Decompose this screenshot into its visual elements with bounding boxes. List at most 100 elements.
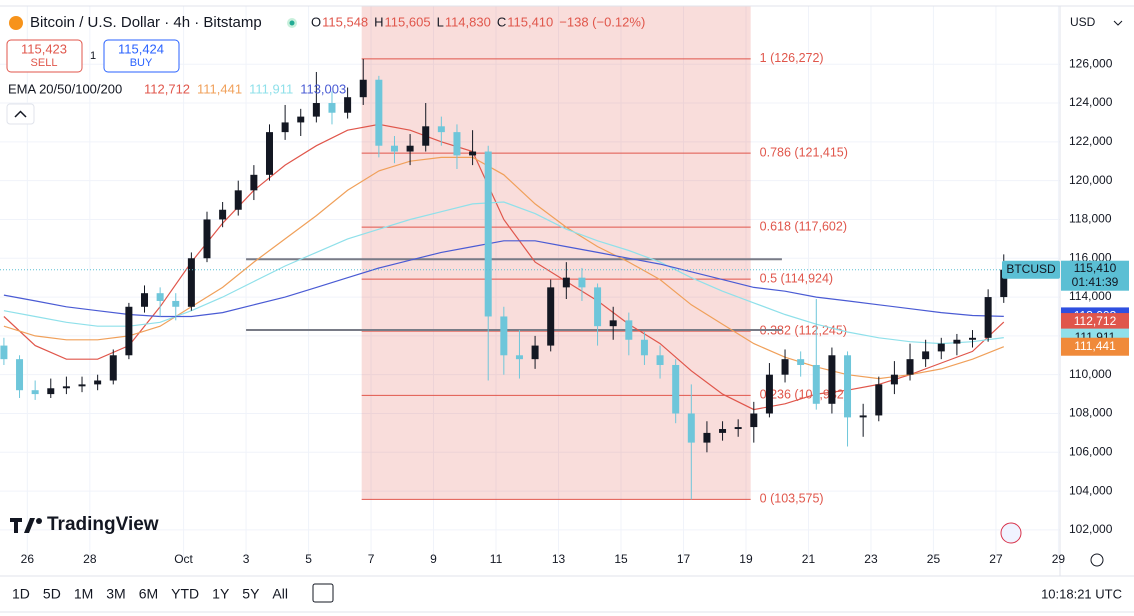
range-button[interactable]: 6M: [139, 586, 158, 602]
ohlc-o: 115,548: [322, 14, 368, 29]
btc-icon: [9, 16, 23, 30]
candle-body: [531, 345, 539, 360]
candle-body: [609, 320, 617, 327]
ohlc-c: 115,410: [507, 14, 553, 29]
date-range-icon[interactable]: [312, 583, 334, 603]
y-tick-label: 120,000: [1069, 173, 1113, 187]
candle-body: [734, 427, 742, 430]
collapse-icon: [14, 110, 27, 118]
range-button[interactable]: All: [272, 586, 288, 602]
candle-body: [625, 320, 633, 340]
fib-zone: [361, 6, 751, 500]
logo: TradingView: [47, 514, 159, 535]
buy-button[interactable]: [103, 39, 180, 73]
sell-button[interactable]: [6, 39, 83, 73]
candle-body: [312, 103, 320, 117]
range-button[interactable]: 5D: [43, 586, 61, 602]
candle-body: [109, 355, 117, 381]
candle-body: [1000, 269, 1008, 298]
candle-body: [812, 364, 820, 404]
currency-select[interactable]: [1064, 12, 1128, 34]
range-button[interactable]: 1Y: [212, 586, 230, 602]
candle-body: [469, 151, 477, 156]
candle-body: [234, 190, 242, 210]
range-button[interactable]: 3M: [106, 586, 125, 602]
y-tick-label: 106,000: [1069, 444, 1113, 458]
symbol-tag-label: BTCUSD: [1006, 262, 1056, 276]
x-tick-label: 5: [305, 552, 312, 566]
range-button[interactable]: YTD: [171, 586, 199, 602]
candle-body: [797, 359, 805, 365]
price-tag: [1061, 337, 1129, 356]
candle-body: [844, 355, 852, 418]
fib-label: 1 (126,272): [760, 51, 824, 65]
candle-body: [984, 297, 992, 338]
ohlc-readout: O 115,548 H 115,605 L 114,830 C 115,410 −138 (−0…: [311, 14, 645, 29]
candle-body: [203, 219, 211, 259]
candle-body: [906, 359, 914, 375]
currency: USD: [1070, 15, 1096, 29]
ohlc-l: 114,830: [445, 14, 491, 29]
candle-body: [16, 359, 24, 391]
candle-body: [390, 145, 398, 152]
candle-body: [781, 359, 789, 375]
x-tick-label: 15: [614, 552, 628, 566]
candle-body: [828, 355, 836, 404]
candle-body: [687, 413, 695, 443]
candle-body: [328, 103, 336, 113]
candle-body: [547, 287, 555, 346]
candle-body: [500, 316, 508, 356]
ohlc-c-label: C: [497, 14, 506, 29]
buy-price: 115,424: [118, 41, 164, 56]
sell-label: SELL: [31, 57, 58, 69]
candle-body: [156, 293, 164, 301]
candle-body: [422, 126, 430, 146]
candle-body: [859, 415, 867, 418]
x-tick-label: 23: [864, 552, 878, 566]
y-tick-label: 122,000: [1069, 134, 1113, 148]
y-tick-label: 114,000: [1069, 289, 1112, 303]
candle-body: [578, 277, 586, 288]
symbol-title: Bitcoin / U.S. Dollar · 4h · Bitstamp: [30, 14, 262, 31]
x-tick-label: 28: [83, 552, 97, 566]
candle-body: [953, 339, 961, 344]
events-icon[interactable]: [1000, 522, 1022, 544]
plot-area: 1 (126,272) 0.786 (121,415) 0.618 (117,602…: [0, 6, 1060, 560]
candle-body: [94, 380, 102, 385]
ema-value: 111,911: [249, 81, 293, 96]
ema-line: [3, 201, 1004, 345]
settings-icon[interactable]: [1090, 553, 1104, 567]
candle-body: [187, 258, 195, 307]
y-tick-label: 124,000: [1069, 95, 1113, 109]
range-button[interactable]: 5Y: [242, 586, 260, 602]
ema-line: [3, 123, 1005, 411]
collapse-button[interactable]: [6, 103, 35, 125]
x-tick-label: 21: [802, 552, 816, 566]
candle-body: [78, 384, 86, 387]
candle-body: [875, 384, 883, 416]
price-tag: [1061, 313, 1129, 332]
candle-body: [640, 339, 648, 356]
range-button[interactable]: 1D: [12, 586, 30, 602]
candle-body: [484, 151, 492, 317]
fib-label: 0.786 (121,415): [760, 145, 848, 159]
candle-body: [703, 432, 711, 443]
x-tick-label: Oct: [174, 552, 193, 566]
candle-body: [250, 174, 258, 191]
fib-label: 0.5 (114,924): [760, 271, 833, 285]
ema-line: [3, 156, 1005, 380]
candle-body: [515, 355, 523, 360]
candle-body: [172, 300, 180, 307]
range-button[interactable]: 1M: [74, 586, 93, 602]
countdown-label: 01:41:39: [1072, 275, 1119, 289]
y-tick-label: 108,000: [1069, 406, 1113, 420]
candle-body: [890, 374, 898, 385]
y-tick-label: 110,000: [1069, 367, 1112, 381]
y-tick-label: 126,000: [1069, 56, 1113, 70]
ema-readout: 112,712 111,441 111,911 113,003: [144, 81, 346, 96]
x-tick-label: 3: [243, 552, 250, 566]
ema-line: [3, 240, 1004, 318]
candle-body: [62, 386, 70, 389]
candle-body: [656, 355, 664, 365]
candle-body: [437, 126, 445, 133]
